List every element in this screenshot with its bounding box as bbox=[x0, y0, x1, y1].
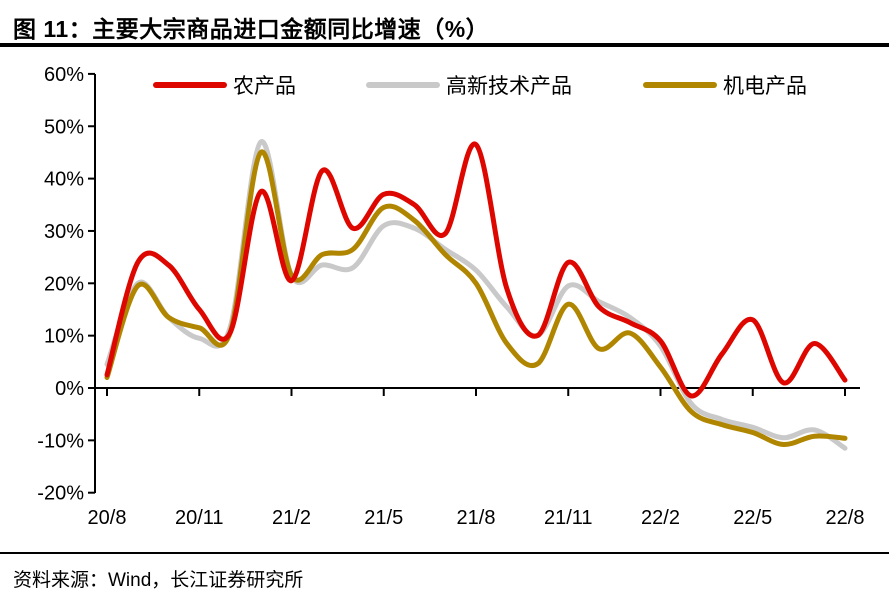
y-tick-label: 50% bbox=[44, 116, 84, 138]
x-tick-label: 22/8 bbox=[826, 507, 865, 529]
y-tick-label: -20% bbox=[37, 483, 84, 505]
line-agricultural-products bbox=[104, 141, 848, 399]
x-tick-label: 21/5 bbox=[364, 507, 403, 529]
source-note: 资料来源：Wind，长江证券研究所 bbox=[13, 570, 304, 591]
y-tick-label: 20% bbox=[44, 273, 84, 295]
y-tick-label: 40% bbox=[44, 169, 84, 191]
legend-item-mechanical: 机电产品 bbox=[643, 70, 807, 100]
x-tick-label: 21/2 bbox=[272, 507, 311, 529]
y-tick-label: 30% bbox=[44, 221, 84, 243]
legend-swatch-agricultural bbox=[153, 82, 227, 88]
y-tick-label: 10% bbox=[44, 326, 84, 348]
line-hightech-products bbox=[104, 139, 848, 451]
x-tick-label: 20/11 bbox=[175, 507, 224, 529]
legend-item-hightech: 高新技术产品 bbox=[366, 70, 572, 100]
legend-swatch-hightech bbox=[366, 82, 440, 88]
page-title: 图 11：主要大宗商品进口金额同比增速（%） bbox=[13, 16, 490, 42]
legend-item-agricultural: 农产品 bbox=[153, 70, 296, 100]
legend-label-mechanical: 机电产品 bbox=[723, 75, 807, 98]
legend-swatch-mechanical bbox=[643, 82, 717, 88]
line-mechanical-products bbox=[104, 149, 848, 447]
source-divider bbox=[0, 552, 889, 554]
x-tick-label: 22/5 bbox=[733, 507, 772, 529]
title-underline bbox=[0, 43, 889, 47]
legend-label-agricultural: 农产品 bbox=[233, 75, 296, 98]
x-tick-label: 21/8 bbox=[457, 507, 496, 529]
legend-label-hightech: 高新技术产品 bbox=[446, 75, 572, 98]
x-tick-label: 21/11 bbox=[544, 507, 593, 529]
x-tick-label: 22/2 bbox=[641, 507, 680, 529]
chart-legend: 农产品 高新技术产品 机电产品 bbox=[0, 70, 889, 98]
x-tick-label: 20/8 bbox=[88, 507, 127, 529]
y-tick-label: -10% bbox=[37, 430, 84, 452]
y-tick-label: 60% bbox=[44, 64, 84, 86]
y-tick-label: 0% bbox=[55, 378, 84, 400]
